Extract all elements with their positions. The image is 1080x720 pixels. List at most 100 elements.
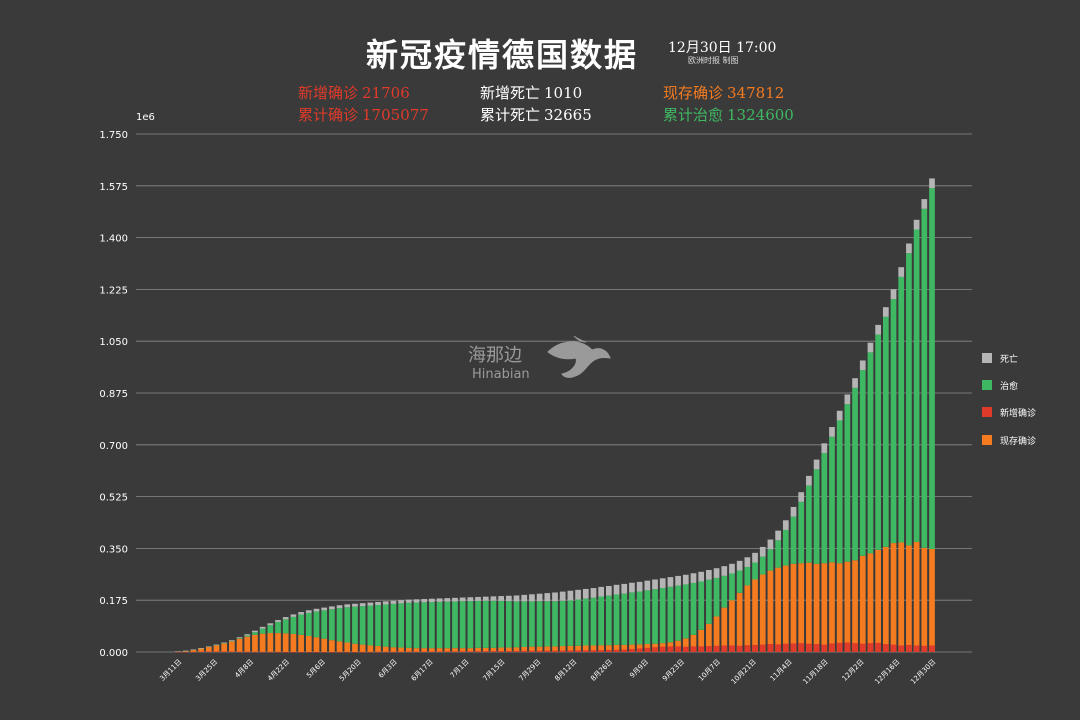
bar-recovered <box>690 582 697 635</box>
bar-active <box>229 641 235 652</box>
bar-active <box>244 636 251 652</box>
bar-new-confirmed <box>821 644 828 652</box>
bar-active <box>459 648 466 652</box>
bar-active <box>798 563 805 652</box>
bar-new-confirmed <box>767 644 774 652</box>
legend-swatch <box>982 435 992 445</box>
bar-deaths <box>436 598 443 602</box>
bar-active <box>706 623 712 652</box>
bar-recovered <box>413 602 420 649</box>
bar-active <box>613 644 620 652</box>
bar-recovered <box>398 603 404 648</box>
bar-recovered <box>390 603 397 648</box>
stat-total-confirmed-value: 1705077 <box>362 106 429 124</box>
bar-new-confirmed <box>675 646 681 652</box>
bar-new-confirmed <box>367 651 374 653</box>
bar-new-confirmed <box>382 651 389 653</box>
bar-deaths <box>859 360 866 371</box>
y-tick-label: 0.875 <box>99 389 128 400</box>
bar-deaths <box>721 566 728 576</box>
bar-recovered <box>344 607 351 643</box>
y-tick-label: 0.525 <box>99 493 128 504</box>
bar-active <box>367 645 374 652</box>
bar-deaths <box>767 539 774 550</box>
legend-label: 新增确诊 <box>1000 407 1036 419</box>
bar-deaths <box>298 612 304 615</box>
bar-new-confirmed <box>459 651 466 652</box>
bar-new-confirmed <box>775 644 781 652</box>
bar-deaths <box>398 600 404 604</box>
bar-new-confirmed <box>859 643 866 652</box>
bar-deaths <box>636 581 643 592</box>
bar-new-confirmed <box>175 651 181 653</box>
bar-new-confirmed <box>759 644 766 652</box>
bar-recovered <box>606 595 612 646</box>
bar-active <box>429 648 435 652</box>
bar-active <box>690 634 697 652</box>
bar-new-confirmed <box>913 645 920 652</box>
bar-deaths <box>544 593 551 602</box>
bar-recovered <box>644 590 651 645</box>
bar-new-confirmed <box>244 651 251 653</box>
bar-active <box>906 545 912 652</box>
y-tick-label: 0.350 <box>99 544 128 555</box>
bar-deaths <box>352 603 358 607</box>
bar-recovered <box>505 601 512 648</box>
stat-new-deaths-value: 1010 <box>544 84 583 102</box>
legend-label: 现存确诊 <box>1000 435 1036 447</box>
bar-active <box>267 633 274 652</box>
bar-new-confirmed <box>898 645 905 652</box>
bar-new-confirmed <box>644 647 651 652</box>
bar-active <box>767 570 774 652</box>
bar-deaths <box>536 593 543 602</box>
source-credit: 欧洲时报 制图 <box>688 56 739 65</box>
bar-active <box>759 574 766 652</box>
bar-recovered <box>521 601 528 647</box>
bar-deaths <box>175 651 181 652</box>
bar-new-confirmed <box>344 651 351 653</box>
bar-deaths <box>906 243 912 254</box>
bar-deaths <box>505 595 512 602</box>
legend-swatch <box>982 380 992 390</box>
bar-deaths <box>729 563 735 574</box>
bar-active <box>198 648 204 652</box>
bar-active <box>436 648 443 652</box>
bar-recovered <box>482 600 489 648</box>
bar-deaths <box>375 601 381 605</box>
bar-active <box>252 634 258 652</box>
bar-new-confirmed <box>706 646 712 652</box>
bar-new-confirmed <box>713 645 720 652</box>
bar-recovered <box>659 587 666 644</box>
bird-logo-icon <box>547 335 611 378</box>
bar-deaths <box>498 596 504 601</box>
bar-recovered <box>906 253 912 546</box>
bar-recovered <box>244 635 251 637</box>
bar-new-confirmed <box>321 651 328 653</box>
bar-recovered <box>452 601 458 649</box>
x-tick-label: 3月11日 <box>158 658 183 683</box>
bar-deaths <box>182 650 189 652</box>
bar-active <box>898 542 905 652</box>
bar-new-confirmed <box>213 651 220 652</box>
bar-active <box>682 638 689 652</box>
bar-new-confirmed <box>398 651 404 653</box>
bar-active <box>536 646 543 652</box>
y-axis-ticks: 0.000 0.175 0.350 0.525 0.700 0.875 1.050 1.225… <box>99 130 128 659</box>
bar-new-confirmed <box>921 645 928 652</box>
bar-deaths <box>582 588 589 599</box>
bar-recovered <box>444 601 451 649</box>
bar-new-confirmed <box>190 651 197 653</box>
bar-new-confirmed <box>436 651 443 653</box>
bar-deaths <box>821 443 828 453</box>
bar-deaths <box>613 584 620 595</box>
bar-active <box>775 567 781 652</box>
bar-recovered <box>467 601 474 649</box>
x-tick-label: 4月22日 <box>266 658 291 683</box>
bar-recovered <box>629 592 635 645</box>
bar-recovered <box>552 601 558 647</box>
bar-recovered <box>752 562 758 580</box>
stat-total-deaths-label: 累计死亡 <box>480 106 541 124</box>
bar-deaths <box>629 582 635 593</box>
